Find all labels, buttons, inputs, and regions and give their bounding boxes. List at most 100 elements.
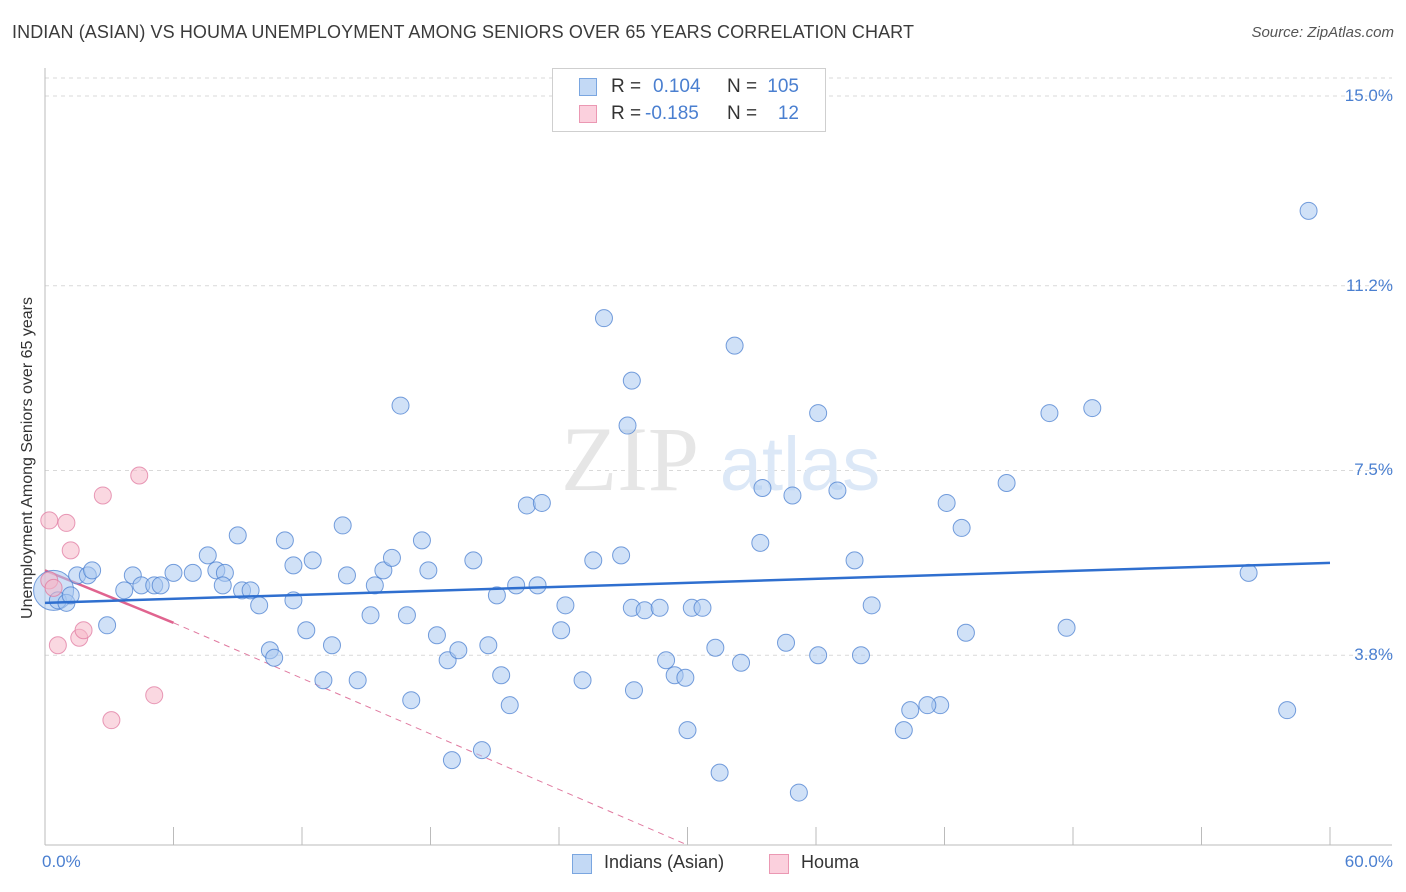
houma-point — [40, 511, 59, 530]
indians-point — [442, 751, 461, 770]
indians-point — [956, 623, 975, 642]
houma-point — [93, 486, 112, 505]
legend-n-label: N = — [727, 76, 758, 97]
indians-point — [710, 763, 729, 782]
indians-trend-line — [44, 561, 1331, 605]
indians-point — [1278, 701, 1297, 720]
bottom-legend-label: Houma — [801, 852, 860, 872]
houma-point — [44, 578, 63, 597]
legend-row-houma: R = -0.185 N = 12 — [553, 101, 825, 127]
indians-point — [809, 404, 828, 423]
indians-point — [213, 576, 232, 595]
indians-point — [918, 696, 937, 715]
indians-point — [528, 576, 547, 595]
indians-point — [594, 309, 613, 328]
bottom-legend-swatch-blue — [572, 854, 592, 874]
indians-point — [333, 516, 352, 535]
indians-point — [584, 551, 603, 570]
bottom-legend-swatch-pink — [769, 854, 789, 874]
legend-row-indians: R = 0.104 N = 105 — [553, 74, 825, 100]
indians-point — [198, 546, 217, 565]
indians-point — [487, 586, 506, 605]
y-tick-label: 3.8% — [1354, 645, 1393, 665]
indians-point — [361, 606, 380, 625]
indians-point — [250, 596, 269, 615]
indians-trend — [44, 561, 1331, 605]
indians-point — [676, 668, 695, 687]
houma-point — [57, 513, 76, 532]
indians-point — [809, 646, 828, 665]
houma-point — [130, 466, 149, 485]
legend-swatch-pink — [579, 105, 597, 123]
indians-point — [115, 581, 134, 600]
indians-point — [552, 621, 571, 640]
indians-point — [657, 651, 676, 670]
houma-point — [48, 636, 67, 655]
indians-point — [725, 336, 744, 355]
legend-n-value: 12 — [777, 103, 799, 124]
indians-point — [650, 598, 669, 617]
legend-r-value: -0.185 — [645, 103, 699, 124]
indians-point — [303, 551, 322, 570]
indians-point — [894, 721, 913, 740]
legend-r-label: R = — [611, 103, 642, 124]
indians-point — [507, 576, 526, 595]
bottom-legend-label: Indians (Asian) — [604, 852, 725, 872]
indians-point — [783, 486, 802, 505]
houma-trend-extension — [173, 622, 688, 846]
indians-point — [500, 696, 519, 715]
indians-point — [997, 473, 1016, 492]
indians-point — [618, 416, 637, 435]
indians-point — [151, 576, 170, 595]
indians-point — [275, 531, 294, 550]
grid-lines — [45, 77, 1392, 656]
houma-point — [145, 686, 164, 705]
indians-point — [228, 526, 247, 545]
chart-title: INDIAN (ASIAN) VS HOUMA UNEMPLOYMENT AMO… — [12, 22, 915, 42]
indians-point — [1040, 404, 1059, 423]
indians-point — [732, 653, 751, 672]
houma-points — [40, 466, 164, 730]
indians-points — [33, 201, 1318, 802]
indians-point — [1239, 563, 1258, 582]
y-tick-label: 11.2% — [1346, 275, 1393, 295]
houma-point — [102, 711, 121, 730]
legend-swatch-blue — [579, 78, 597, 96]
legend-r-value: 0.104 — [653, 76, 701, 97]
indians-point — [265, 648, 284, 667]
indians-point — [479, 636, 498, 655]
indians-point — [241, 581, 260, 600]
indians-point — [164, 563, 183, 582]
y-tick-label: 7.5% — [1354, 460, 1393, 480]
indians-point — [532, 493, 551, 512]
indians-point — [678, 721, 697, 740]
houma-point — [61, 541, 80, 560]
indians-point — [753, 478, 772, 497]
indians-point — [1083, 399, 1102, 418]
indians-point — [1057, 618, 1076, 637]
indians-point — [348, 671, 367, 690]
indians-point — [464, 551, 483, 570]
indians-point — [789, 783, 808, 802]
stats-legend: R = 0.104 N = 105 R = -0.185 N = 12 — [552, 68, 826, 132]
indians-point — [337, 566, 356, 585]
source-label: Source: ZipAtlas.com — [1251, 24, 1394, 41]
indians-point — [1299, 201, 1318, 220]
y-tick-label: 15.0% — [1344, 85, 1393, 105]
indians-point — [706, 638, 725, 657]
legend-n-label: N = — [727, 103, 758, 124]
indians-point — [851, 646, 870, 665]
legend-r-label: R = — [611, 76, 642, 97]
indians-point — [828, 481, 847, 500]
indians-point — [365, 576, 384, 595]
indians-point — [777, 633, 796, 652]
indians-point — [952, 518, 971, 537]
axes — [44, 68, 1392, 846]
indians-point — [492, 666, 511, 685]
legend-n-value: 105 — [767, 76, 799, 97]
indians-point — [427, 626, 446, 645]
indians-point — [693, 598, 712, 617]
indians-point — [402, 691, 421, 710]
indians-point — [635, 601, 654, 620]
